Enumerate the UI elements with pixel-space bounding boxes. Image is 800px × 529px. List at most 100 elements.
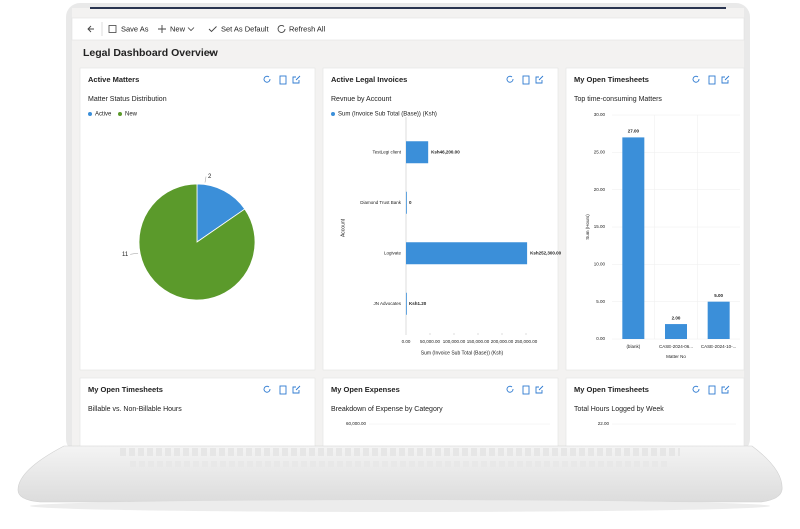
dashboard-title[interactable]: Legal Dashboard Overview [83,47,219,59]
toolbar [71,17,745,41]
x-tick-label: 50,000.00 [420,339,441,344]
bar [406,191,407,214]
data-label: 11 [122,252,129,258]
leader-line [204,176,207,183]
legend-swatch [118,112,122,116]
panel-title: Active Matters [88,75,139,84]
refresh-button[interactable] [506,385,514,393]
data-label: 0 [409,200,412,205]
panel [322,377,559,449]
back-button[interactable] [87,25,94,33]
refresh-button[interactable] [263,385,271,393]
y-tick-label: 60,000.00 [346,421,367,426]
panel-title: Active Legal Invoices [331,75,407,84]
panel-subtitle: Revnue by Account [331,96,391,103]
panel-title: My Open Timesheets [574,385,649,394]
legend-label: New [125,112,138,118]
data-label: Ksh1.20 [409,301,427,306]
y-tick-label: 0.00 [596,336,605,341]
expand-button[interactable] [721,75,730,84]
y-tick-label: Diamond Trust Bank [360,200,402,205]
refresh-button[interactable] [263,75,271,83]
x-axis-title: Matter No [666,354,686,359]
y-axis-title: Account [340,218,346,237]
leader-line [130,252,139,255]
y-tick-label: 30.00 [594,112,606,117]
panel-subtitle: Billable vs. Non-Billable Hours [88,406,182,413]
export-button[interactable] [708,385,716,395]
toolbar-button[interactable]: Set As Default [221,24,269,33]
bar [707,301,730,339]
refresh-icon [277,25,286,33]
data-label: 5.00 [714,293,723,298]
export-button[interactable] [279,75,287,85]
legend-swatch [331,112,335,116]
new-dropdown[interactable] [187,27,195,32]
y-tick-label: 10.00 [594,262,606,267]
bar [406,292,407,315]
panel-subtitle: Breakdown of Expense by Category [331,406,443,413]
expand-button[interactable] [292,75,301,84]
y-tick-label: 5.00 [596,299,605,304]
default-icon [208,26,217,33]
data-label: 27.00 [628,129,640,134]
panel-title: My Open Timesheets [88,385,163,394]
toolbar-button[interactable]: Save As [121,24,149,33]
panel [322,67,559,371]
pie-slice [138,183,256,301]
y-tick-label: JN Advocates [373,301,401,306]
legend-swatch [88,112,92,116]
panel-subtitle: Top time-consuming Matters [574,96,662,103]
y-tick-label: 25.00 [594,150,606,155]
expand-button[interactable] [721,385,730,394]
bar [665,324,687,339]
bar [622,137,645,339]
y-tick-label: 15.00 [594,224,606,229]
title-dropdown[interactable] [208,51,215,56]
content: Active Matters Matter Status Distribution… [79,67,745,449]
panel-title: My Open Expenses [331,385,400,394]
y-tick-label: 22.00 [598,421,610,426]
pie-slice [196,183,246,243]
refresh-button[interactable] [692,385,700,393]
data-label: Ksh46,200.00 [431,149,460,154]
panel [79,377,316,449]
export-button[interactable] [522,385,530,395]
refresh-button[interactable] [506,75,514,83]
expand-button[interactable] [535,385,544,394]
expand-button[interactable] [292,385,301,394]
panel-subtitle: Total Hours Logged by Week [574,406,664,413]
bar [406,242,528,265]
x-tick-label: 250,000.00 [515,339,538,344]
panel-subtitle: Matter Status Distribution [88,96,167,103]
y-axis-title: Sum (Hours) [585,214,590,240]
y-tick-label: Logivate [384,250,402,255]
export-button[interactable] [279,385,287,395]
data-label: Ksh252,300.00 [530,250,562,255]
legend-label: Active [95,112,112,118]
toolbar-items: Save As New Set As Default Refresh All [121,24,326,33]
x-tick-label: 100,000.00 [443,339,466,344]
bar [406,141,429,164]
new-icon [158,25,166,33]
toolbar-button[interactable]: New [170,24,186,33]
x-axis-title: Sum (Invoice Sub Total (Base)) (Ksh) [421,350,504,356]
export-button[interactable] [522,75,530,85]
x-tick-label: 0.00 [402,339,411,344]
data-label: 2 [208,174,212,180]
save-icon [108,25,117,33]
y-tick-label: TestLegi client [372,149,401,154]
toolbar-button[interactable]: Refresh All [289,24,326,33]
legend-label: Sum (Invoice Sub Total (Base)) (Ksh) [338,112,437,118]
export-button[interactable] [708,75,716,85]
x-tick-label: 200,000.00 [491,339,514,344]
expand-button[interactable] [535,75,544,84]
refresh-button[interactable] [692,75,700,83]
x-tick-label: CASE-2024-10-... [701,344,737,349]
panel [565,377,745,449]
data-label: 2.00 [672,315,681,320]
y-tick-label: 20.00 [594,187,606,192]
panel-title: My Open Timesheets [574,75,649,84]
x-tick-label: 150,000.00 [467,339,490,344]
